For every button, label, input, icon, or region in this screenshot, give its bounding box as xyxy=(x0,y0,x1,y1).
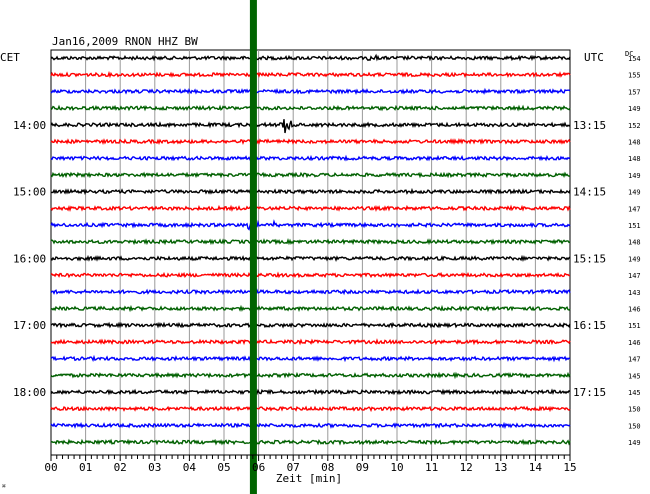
trace-line xyxy=(50,405,571,413)
dc-value-label: 152 xyxy=(628,122,641,130)
trace-line xyxy=(50,104,571,112)
trace-line xyxy=(50,238,571,246)
left-hour-label: 17:00 xyxy=(13,319,46,332)
dc-value-label: 146 xyxy=(628,306,641,314)
trace-line xyxy=(50,288,571,296)
dc-value-label: 147 xyxy=(628,272,641,280)
dc-value-label: 150 xyxy=(628,422,641,430)
dc-value-label: 149 xyxy=(628,189,641,197)
trace-line xyxy=(50,219,571,231)
left-hour-label: 16:00 xyxy=(13,252,46,265)
x-tick-label: 00 xyxy=(44,461,57,474)
trace-line xyxy=(50,371,571,380)
x-tick-label: 03 xyxy=(148,461,161,474)
trace-line xyxy=(50,119,571,134)
trace-line xyxy=(50,271,570,279)
trace-line xyxy=(50,338,571,346)
right-hour-label: 17:15 xyxy=(573,386,606,399)
right-hour-label: 14:15 xyxy=(573,186,606,199)
dc-value-label: 151 xyxy=(628,222,641,230)
dc-value-label: 149 xyxy=(628,255,641,263)
trace-line xyxy=(50,154,571,162)
x-tick-label: 14 xyxy=(529,461,543,474)
dc-value-label: 147 xyxy=(628,205,641,213)
x-tick-label: 02 xyxy=(114,461,127,474)
x-tick-label: 15 xyxy=(563,461,576,474)
dc-value-label: 149 xyxy=(628,105,641,113)
x-tick-label: 06 xyxy=(252,461,265,474)
x-tick-label: 08 xyxy=(321,461,334,474)
trace-line xyxy=(50,421,571,430)
trace-line xyxy=(50,187,571,196)
trace-line xyxy=(50,87,571,95)
trace-line xyxy=(50,304,571,313)
left-hour-label: 14:00 xyxy=(13,119,46,132)
dc-value-label: 148 xyxy=(628,139,641,147)
chart-title: Jan16,2009 RNON HHZ BW xyxy=(52,35,198,48)
x-tick-label: 12 xyxy=(460,461,473,474)
dc-value-label: 145 xyxy=(628,372,641,380)
right-hour-label: 15:15 xyxy=(573,252,606,265)
x-axis-label: Zeit [min] xyxy=(276,472,342,485)
trace-line xyxy=(50,70,571,79)
dc-value-label: 150 xyxy=(628,406,641,414)
trace-group xyxy=(50,53,571,446)
dc-value-label: 151 xyxy=(628,322,641,330)
trace-line xyxy=(50,204,571,213)
trace-line xyxy=(50,138,571,146)
highlight-bar-group xyxy=(249,0,257,494)
dc-value-label: 147 xyxy=(628,356,641,364)
label-group: 14:00 15:00 16:00 17:00 18:00 13:15 14:15 15:15… xyxy=(13,55,641,447)
left-timezone-label: CET xyxy=(0,51,20,64)
trace-line xyxy=(50,254,571,263)
dc-value-label: 146 xyxy=(628,339,641,347)
trace-line xyxy=(50,354,571,363)
x-tick-label: 13 xyxy=(494,461,507,474)
trace-line xyxy=(50,53,571,62)
dc-header-label: DC xyxy=(625,50,633,58)
grid-lines xyxy=(50,49,571,456)
dc-value-label: 149 xyxy=(628,172,641,180)
trace-line xyxy=(50,171,571,179)
highlight-bar xyxy=(249,0,257,494)
trace-line xyxy=(50,321,571,329)
x-tick-label: 10 xyxy=(390,461,403,474)
dc-value-label: 148 xyxy=(628,155,641,163)
x-tick-label: 01 xyxy=(79,461,92,474)
x-tick-label: 04 xyxy=(183,461,197,474)
x-axis: 00 01 02 03 04 05 06 07 08 09 10 11 12 13 14 15 xyxy=(44,454,577,474)
left-hour-label: 18:00 xyxy=(13,386,46,399)
trace-line xyxy=(50,438,571,446)
dc-value-label: 148 xyxy=(628,239,641,247)
dc-value-label: 143 xyxy=(628,289,641,297)
dc-value-label: 155 xyxy=(628,72,641,80)
left-hour-label: 15:00 xyxy=(13,186,46,199)
x-tick-label: 05 xyxy=(217,461,230,474)
dc-value-label: 154 xyxy=(628,55,641,63)
right-timezone-label: UTC xyxy=(584,51,604,64)
right-hour-label: 16:15 xyxy=(573,319,606,332)
x-tick-label: 11 xyxy=(425,461,438,474)
trace-line xyxy=(50,388,571,396)
dc-value-label: 149 xyxy=(628,439,641,447)
dc-value-label: 145 xyxy=(628,389,641,397)
dc-value-label: 157 xyxy=(628,88,641,96)
right-hour-label: 13:15 xyxy=(573,119,606,132)
x-tick-label: 09 xyxy=(356,461,369,474)
corner-mark: ⌘ xyxy=(2,483,6,490)
x-tick-label: 07 xyxy=(287,461,300,474)
